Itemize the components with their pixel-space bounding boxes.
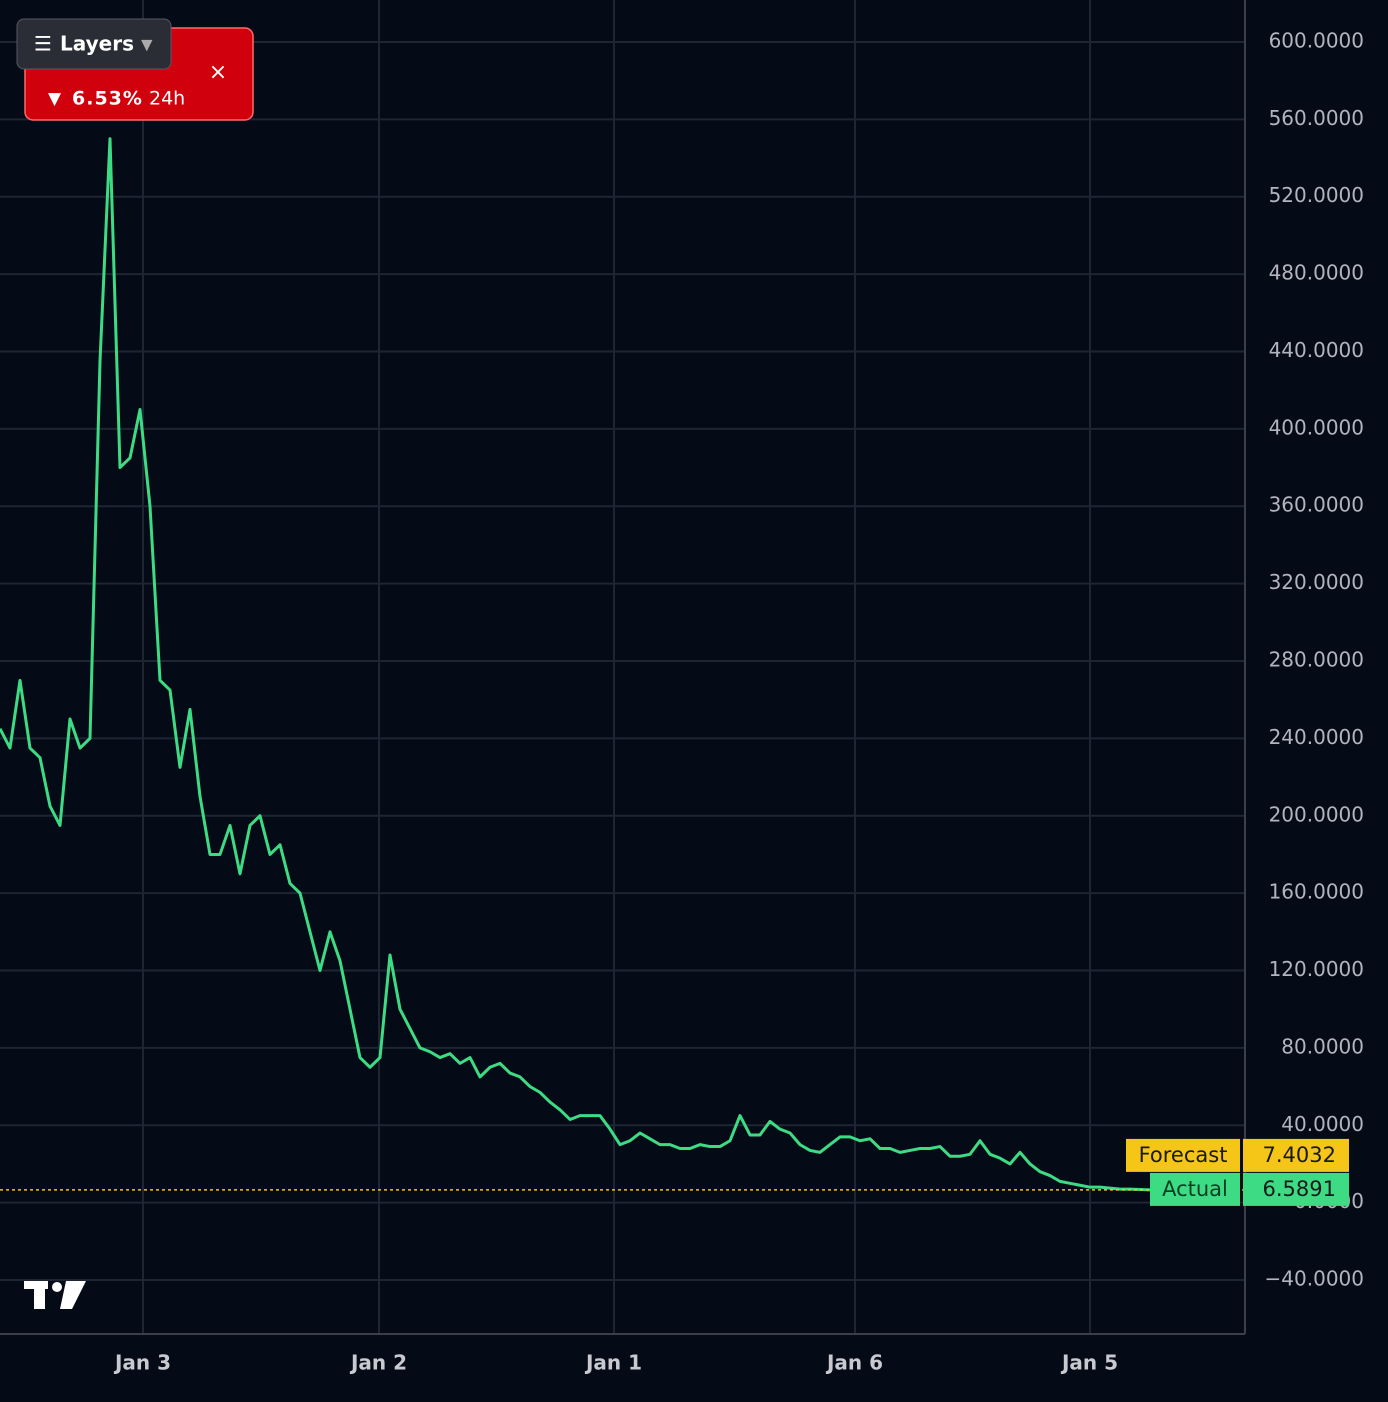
y-tick-label: 120.0000: [1269, 957, 1364, 981]
change: 6.53%: [72, 88, 143, 110]
layers-button[interactable]: ☰ Layers ▼: [16, 18, 172, 70]
x-tick-label: Jan 6: [825, 1351, 883, 1375]
actual-name: Actual: [1162, 1177, 1228, 1201]
tv-logo: [24, 1281, 86, 1309]
y-tick-label: 240.0000: [1269, 725, 1364, 749]
x-tick-label: Jan 2: [349, 1351, 407, 1375]
x-tick-label: Jan 3: [113, 1351, 171, 1375]
labels: −40.00000.000040.000080.0000120.0000160.…: [113, 28, 1364, 1374]
forecast-name-box: [1126, 1138, 1240, 1172]
y-tick-label: 600.0000: [1269, 28, 1364, 52]
forecast-value: 7.4032: [1263, 1143, 1336, 1167]
actual-name-box: [1150, 1172, 1240, 1206]
y-tick-label: 160.0000: [1269, 880, 1364, 904]
y-tick-label: 280.0000: [1269, 648, 1364, 672]
x-tick-label: Jan 1: [584, 1351, 642, 1375]
actual-value-box: [1243, 1172, 1349, 1206]
forecast-value-box: [1243, 1138, 1349, 1172]
layers-label: Layers: [60, 32, 134, 56]
y-tick-label: 400.0000: [1269, 415, 1364, 439]
y-tick-label: 80.0000: [1281, 1034, 1364, 1058]
y-tick-label: 360.0000: [1269, 493, 1364, 517]
y-tick-label: 320.0000: [1269, 570, 1364, 594]
period: 24h: [149, 88, 185, 110]
actual-value: 6.5891: [1263, 1177, 1336, 1201]
y-tick-label: 440.0000: [1269, 338, 1364, 362]
caret: ▼: [141, 36, 153, 54]
y-tick-label: 520.0000: [1269, 183, 1364, 207]
price-line: [0, 137, 1151, 1192]
forecast-name: Forecast: [1139, 1143, 1228, 1167]
layers-box[interactable]: [16, 18, 172, 70]
y-tick-label: −40.0000: [1265, 1267, 1364, 1291]
y-tick-label: 480.0000: [1269, 261, 1364, 285]
x-tick-label: Jan 5: [1060, 1351, 1118, 1375]
y-tick-label: 560.0000: [1269, 106, 1364, 130]
plot: [0, 137, 1245, 1192]
grid: [0, 0, 1245, 1334]
y-tick-label: 200.0000: [1269, 802, 1364, 826]
close-button[interactable]: ×: [209, 60, 227, 85]
y-tick-label: 40.0000: [1281, 1112, 1364, 1136]
down-arrow: ▼: [48, 89, 62, 109]
menu-icon: ☰: [34, 32, 52, 56]
